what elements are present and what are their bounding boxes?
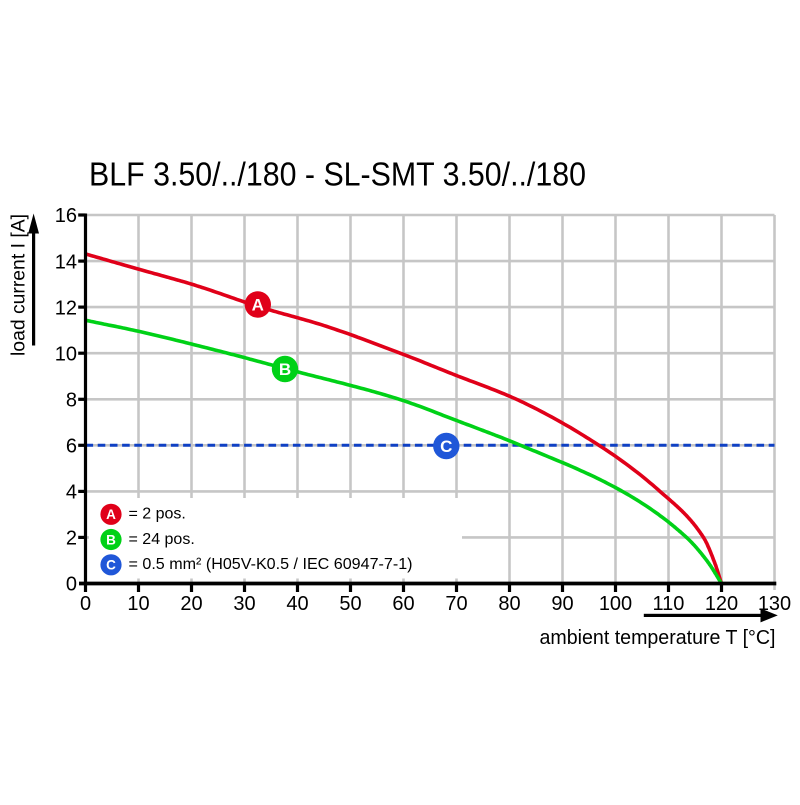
svg-text:50: 50 — [339, 593, 361, 615]
svg-text:4: 4 — [66, 482, 77, 504]
svg-text:B: B — [106, 532, 116, 547]
svg-text:110: 110 — [653, 593, 685, 615]
svg-text:10: 10 — [127, 593, 149, 615]
svg-text:8: 8 — [66, 390, 77, 412]
svg-text:ambient temperature T [°C]: ambient temperature T [°C] — [540, 627, 776, 649]
svg-text:BLF 3.50/../180 - SL-SMT 3.50/: BLF 3.50/../180 - SL-SMT 3.50/../180 — [89, 155, 586, 192]
svg-text:0: 0 — [80, 593, 91, 615]
svg-text:= 0.5 mm² (H05V-K0.5 / IEC 609: = 0.5 mm² (H05V-K0.5 / IEC 60947-7-1) — [129, 556, 413, 573]
svg-text:= 24 pos.: = 24 pos. — [129, 531, 195, 548]
svg-text:90: 90 — [551, 593, 573, 615]
svg-text:A: A — [252, 296, 264, 315]
svg-text:A: A — [106, 507, 116, 522]
svg-text:2: 2 — [66, 528, 77, 550]
svg-text:70: 70 — [445, 593, 467, 615]
svg-text:40: 40 — [286, 593, 308, 615]
svg-text:130: 130 — [758, 593, 791, 615]
svg-text:12: 12 — [55, 297, 77, 319]
svg-text:20: 20 — [180, 593, 202, 615]
svg-text:B: B — [279, 360, 291, 379]
svg-text:load current I [A]: load current I [A] — [8, 214, 30, 356]
svg-text:0: 0 — [66, 574, 77, 596]
svg-text:16: 16 — [55, 205, 77, 227]
svg-text:= 2 pos.: = 2 pos. — [129, 506, 186, 523]
svg-text:C: C — [440, 437, 452, 456]
svg-text:10: 10 — [55, 343, 77, 365]
svg-text:120: 120 — [705, 593, 738, 615]
svg-text:30: 30 — [233, 593, 255, 615]
svg-text:100: 100 — [599, 593, 632, 615]
svg-text:14: 14 — [55, 251, 77, 273]
svg-text:80: 80 — [498, 593, 520, 615]
svg-text:6: 6 — [66, 436, 77, 458]
svg-text:C: C — [106, 558, 116, 573]
svg-text:60: 60 — [392, 593, 414, 615]
